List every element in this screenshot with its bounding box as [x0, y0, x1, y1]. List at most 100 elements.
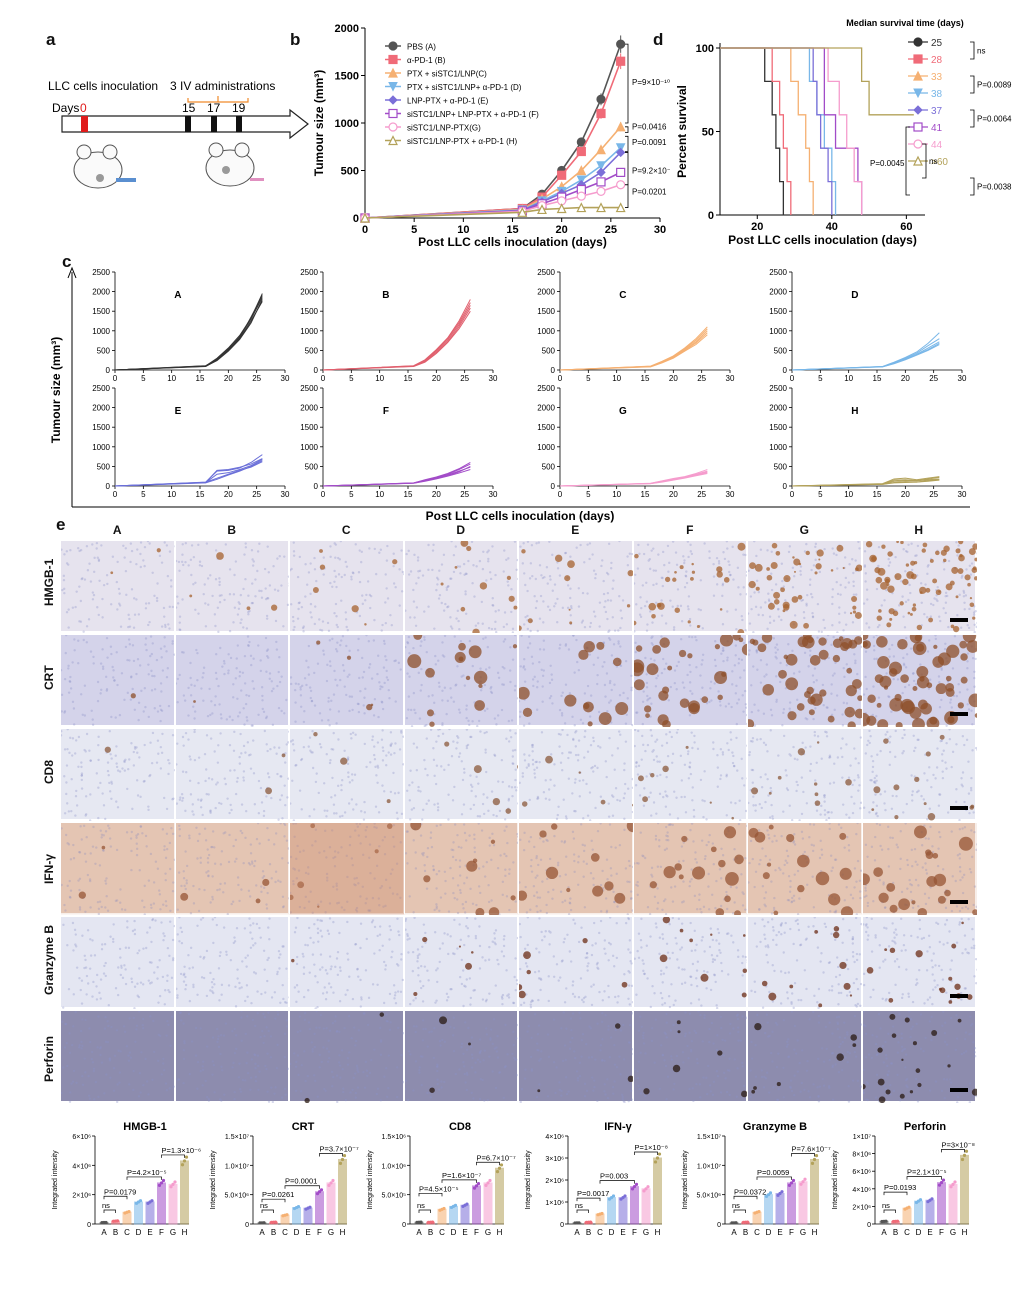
category-label: G [950, 1228, 956, 1237]
y-tick-label: 2500 [300, 384, 318, 393]
y-tick-label: 1500 [92, 423, 110, 432]
x-tick-label: 0 [558, 374, 563, 383]
category-label: H [497, 1228, 503, 1237]
ihc-image-Perforin-F [632, 1010, 749, 1103]
x-tick-label: 0 [558, 490, 563, 499]
legend-label: PTX + siSTC1/LNP+ α-PD-1 (D) [407, 83, 522, 92]
bar [764, 1194, 773, 1225]
legend-median-label: 41 [931, 123, 943, 134]
bar [168, 1183, 178, 1225]
x-tick-label: 20 [669, 490, 678, 499]
y-tick-label: 2×10⁶ [852, 1204, 871, 1211]
individual-curve [322, 299, 471, 371]
y-tick-label: 4×10⁶ [545, 1134, 564, 1141]
y-tick-label: 1500 [335, 71, 359, 83]
y-tick-label: 0 [245, 1222, 249, 1229]
x-tick-label: 30 [489, 374, 498, 383]
x-tick-label: 10 [844, 374, 853, 383]
legend-median-label: 37 [931, 106, 943, 117]
category-label: G [328, 1228, 334, 1237]
p-value-annotation: P=0.0091 [632, 138, 667, 147]
data-point [596, 177, 606, 187]
category-label: C [597, 1228, 603, 1237]
ihc-image-CD8-E [518, 728, 635, 822]
x-tick-label: 25 [460, 374, 469, 383]
p-value-annotation: P=1.3×10⁻⁶ [162, 1146, 202, 1155]
legend-label: siSTC1/LNP-PTX + α-PD-1 (H) [407, 137, 518, 146]
group-label: B [382, 290, 389, 301]
ihc-image-HMGB-1-E [516, 539, 634, 634]
x-tick-label: 0 [321, 374, 326, 383]
survival-line [720, 47, 833, 215]
category-label: G [485, 1228, 491, 1237]
ihc-image-CD8-H [861, 728, 979, 822]
y-tick-label: 500 [97, 462, 111, 471]
ihc-image-HMGB-1-B [174, 540, 292, 634]
y-axis-title: Tumour size (mm³) [49, 337, 63, 443]
x-axis-title: Post LLC cells inoculation (days) [418, 235, 607, 249]
p-value-annotation: P=0.0193 [884, 1183, 916, 1192]
y-axis-title: Integrated intensity [210, 1150, 217, 1210]
x-tick-label: 25 [929, 374, 938, 383]
x-tick-label: 10 [167, 374, 176, 383]
p-value-annotation: P=3×10⁻⁸ [942, 1140, 975, 1149]
ihc-image-Perforin-H [859, 1010, 979, 1104]
legend-marker [913, 88, 923, 99]
category-label: B [893, 1228, 898, 1237]
column-label-E: E [571, 523, 580, 537]
category-label: D [609, 1228, 615, 1237]
legend-label: PTX + siSTC1/LNP(C) [407, 70, 487, 79]
survival-series-2: 33 [720, 47, 943, 215]
y-tick-label: 0 [353, 213, 359, 225]
ihc-image-Granzyme B-C [289, 916, 405, 1010]
y-tick-label: 1.0×10⁷ [697, 1163, 722, 1170]
data-point [615, 202, 626, 213]
category-label: F [789, 1228, 794, 1237]
y-tick-label: 500 [305, 462, 319, 471]
y-tick-label: 0 [402, 1222, 406, 1229]
legend-median-label: >60 [931, 157, 948, 168]
y-tick-label: 1000 [300, 443, 318, 452]
day-19-marker [236, 116, 242, 132]
day-17-marker [211, 116, 217, 132]
ihc-quantification-bars: HMGB-1 0 2×10⁶ 4×10⁶ 6×10⁶ Integrated intensi… [52, 1121, 975, 1237]
x-tick-label: 20 [751, 221, 763, 233]
category-label: B [586, 1228, 591, 1237]
bar-chart-title: CRT [292, 1121, 315, 1133]
category-label: A [416, 1228, 422, 1237]
bar [902, 1207, 912, 1225]
group-label: E [175, 406, 182, 417]
y-tick-label: 100 [696, 43, 714, 55]
administration-label: 3 IV administrations [170, 79, 275, 93]
row-label: Granzyme B [42, 924, 56, 995]
x-tick-label: 10 [375, 490, 384, 499]
timeline-schematic: LLC cells inoculation 3 IV administratio… [48, 79, 309, 189]
bar-chart-4: Granzyme B 0 5.0×10⁶ 1.0×10⁷ 1.5×10⁷ Integrat… [682, 1121, 831, 1237]
p-value-annotation: P=4.5×10⁻⁵ [419, 1184, 459, 1193]
data-point [615, 143, 626, 153]
legend-median-label: 33 [931, 72, 943, 83]
y-tick-label: 1.5×10⁷ [697, 1134, 722, 1141]
scale-bar [950, 1087, 968, 1092]
y-tick-label: 2000 [300, 404, 318, 413]
y-tick-label: 2000 [335, 23, 359, 35]
y-tick-label: 0 [551, 366, 556, 375]
y-tick-label: 1.5×10⁷ [225, 1134, 250, 1141]
group-label: G [619, 406, 627, 417]
x-tick-label: 15 [506, 224, 518, 236]
y-tick-label: 1.0×10⁷ [225, 1163, 250, 1170]
y-tick-label: 0 [783, 366, 788, 375]
x-tick-label: 20 [556, 224, 568, 236]
category-label: D [766, 1228, 772, 1237]
series-7: siSTC1/LNP-PTX + α-PD-1 (H) [360, 135, 626, 223]
data-point [596, 186, 606, 196]
y-axis-title: Integrated intensity [367, 1150, 374, 1210]
category-label: C [282, 1228, 288, 1237]
x-tick-label: 0 [113, 374, 118, 383]
ihc-image-CD8-A [59, 728, 177, 822]
x-tick-label: 5 [586, 490, 591, 499]
row-label: CD8 [42, 759, 56, 784]
y-tick-label: 0 [717, 1222, 721, 1229]
x-tick-label: 0 [321, 490, 326, 499]
